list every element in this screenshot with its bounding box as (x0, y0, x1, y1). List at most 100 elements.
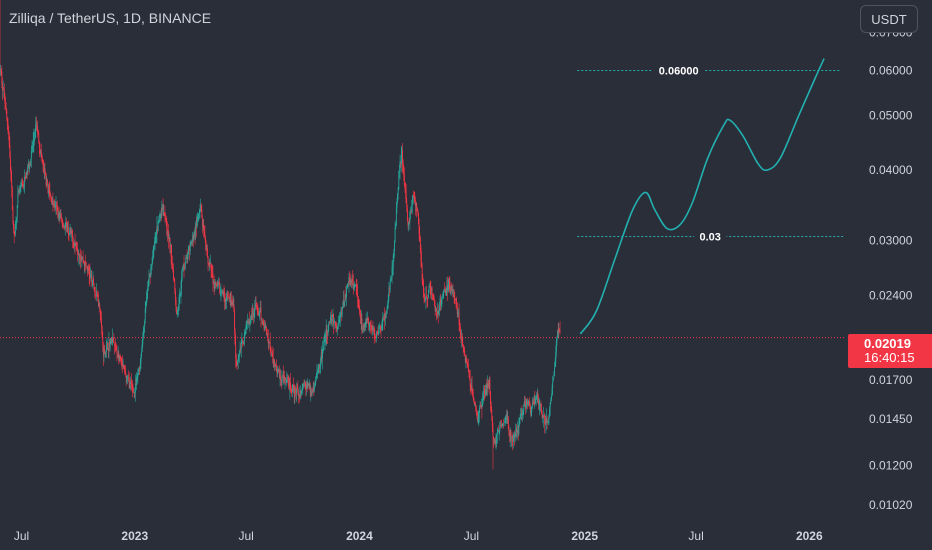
candle-body (323, 342, 325, 350)
candle (470, 378, 472, 392)
candle (135, 377, 137, 386)
candle-body (0, 70, 2, 73)
candle-body (427, 293, 429, 299)
candle (15, 216, 17, 228)
candle-body (539, 404, 541, 406)
candle (555, 338, 557, 358)
candle-body (371, 326, 373, 330)
candle (483, 384, 485, 401)
candle (72, 229, 74, 249)
candle (35, 116, 37, 132)
candle-body (403, 174, 405, 184)
candle (94, 287, 96, 298)
candle-body (253, 312, 255, 316)
candle-body (469, 375, 471, 379)
candle (3, 83, 5, 101)
current-price-tag: 0.02019 16:40:15 (848, 334, 932, 368)
candle (127, 375, 129, 381)
candle (113, 333, 115, 344)
candle-body (130, 382, 132, 383)
candle (451, 282, 453, 292)
candle (134, 392, 136, 399)
candle (54, 199, 56, 212)
candle (109, 338, 110, 352)
candle (495, 433, 497, 450)
candle-body (2, 88, 4, 90)
candle (474, 403, 476, 407)
candle-body (501, 424, 503, 426)
candle (385, 309, 387, 318)
candle (512, 433, 514, 449)
candle-body (546, 418, 548, 424)
candle-body (125, 375, 127, 378)
candle (139, 365, 141, 376)
candle (478, 410, 480, 427)
candle-body (124, 368, 126, 370)
candle (327, 324, 329, 337)
candle (188, 245, 190, 260)
symbol-title[interactable]: Zilliqa / TetherUS, 1D, BINANCE (9, 10, 212, 26)
candle-body (170, 245, 171, 247)
candle (467, 361, 469, 369)
candle-body (530, 410, 532, 414)
candle (243, 328, 245, 347)
candle-body (19, 185, 21, 189)
x-tick-label: Jul (14, 529, 29, 543)
candle (234, 328, 236, 345)
candle-body (303, 383, 305, 385)
candle (256, 301, 258, 309)
candle-body (554, 361, 556, 368)
candle (301, 389, 303, 397)
candle-body (104, 351, 106, 354)
candle-body (491, 416, 493, 428)
candle-body (419, 233, 421, 238)
candle-body (489, 379, 491, 390)
candle (546, 415, 548, 430)
candle (544, 416, 546, 426)
candle-body (27, 164, 29, 168)
candle-body (66, 221, 68, 231)
candle (312, 386, 314, 393)
candle (117, 352, 118, 359)
candle-body (477, 416, 479, 423)
candle-body (157, 221, 159, 231)
candle-body (67, 228, 69, 230)
candle-body (532, 402, 534, 403)
candle-body (290, 388, 292, 393)
candle (533, 394, 535, 409)
candle (398, 170, 400, 191)
candle-body (348, 276, 350, 285)
candle (202, 218, 204, 231)
candle (243, 340, 245, 346)
candle (528, 397, 530, 407)
candle-body (209, 262, 211, 265)
candle-body (40, 150, 42, 154)
candle (303, 379, 305, 388)
candle-body (225, 299, 227, 302)
candle (189, 239, 191, 256)
candle-body (432, 294, 434, 296)
candle-body (30, 158, 32, 166)
candle-body (328, 321, 330, 324)
candle-body (474, 404, 476, 406)
candle-body (300, 390, 302, 394)
candle-body (290, 382, 291, 389)
candle-body (253, 310, 255, 316)
candle-body (549, 402, 551, 409)
candle (49, 183, 51, 196)
candle (320, 356, 322, 374)
candle (162, 204, 163, 211)
candle-body (490, 390, 491, 404)
currency-button[interactable]: USDT (860, 5, 918, 33)
candle-body (538, 404, 540, 405)
candle (219, 278, 221, 295)
candle (76, 242, 78, 252)
candle (132, 383, 134, 393)
candle-body (389, 288, 391, 291)
candle-body (301, 390, 303, 394)
candle (403, 167, 405, 187)
candle (50, 191, 51, 199)
candle-body (252, 310, 254, 312)
